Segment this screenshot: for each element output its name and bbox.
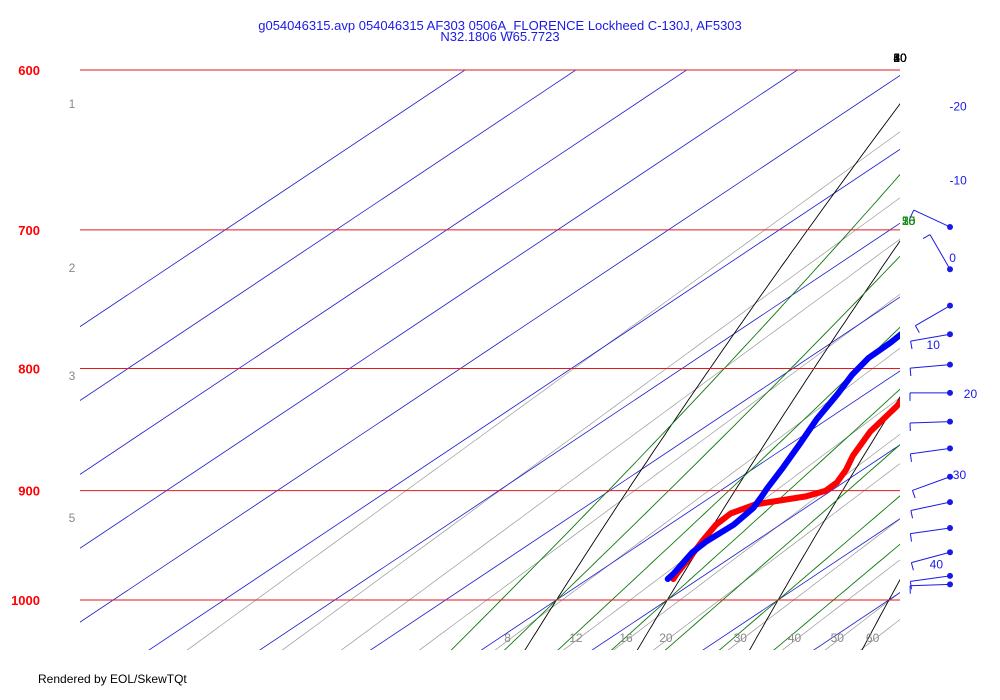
dry-adiabat-label: 40 <box>893 51 907 65</box>
dry-adiabat-line <box>524 103 900 650</box>
wind-barb-staff <box>910 364 951 369</box>
pressure-label: 900 <box>18 484 40 499</box>
wind-barb-feather <box>922 234 931 239</box>
mixing-ratio-line <box>613 433 900 650</box>
moist-adiabat-label: 35 <box>902 214 916 228</box>
wind-barb-staff <box>915 305 951 327</box>
wind-barb-feather <box>911 490 916 499</box>
wind-barb-staff <box>913 209 951 228</box>
wind-barb-feather <box>909 533 912 542</box>
pressure-label: 700 <box>18 223 40 238</box>
isotherm-label: -10 <box>949 173 967 187</box>
mixing-ratio-line <box>781 559 900 650</box>
isotherm-line <box>80 70 688 475</box>
dry-adiabat-label: 30 <box>893 51 907 65</box>
wind-barb-staff <box>910 421 951 424</box>
isotherm-label: 20 <box>964 387 978 401</box>
moist-adiabat-line <box>557 326 900 650</box>
wind-barb-staff <box>910 527 951 535</box>
mixing-ratio-label: 3 <box>69 369 76 383</box>
mixing-ratio-line <box>727 518 900 650</box>
isotherm-label: 0 <box>949 251 956 265</box>
wind-barb-staff <box>910 447 951 455</box>
mixing-ratio-label: 16 <box>619 631 633 645</box>
wind-barb-staff <box>910 575 951 582</box>
dry-adiabat-label: 60 <box>893 51 907 65</box>
dry-adiabat-line <box>749 396 900 650</box>
wind-barb-staff <box>910 583 951 587</box>
wind-barb-feather <box>909 368 912 377</box>
isotherm-label: 10 <box>927 338 941 352</box>
dry-adiabat-label: 10 <box>893 51 907 65</box>
mixing-ratio-label: 20 <box>659 631 673 645</box>
isotherm-label: -20 <box>949 100 967 114</box>
isotherm-label: 30 <box>953 468 967 482</box>
isotherm-line <box>480 370 900 650</box>
isotherm-line <box>591 444 900 650</box>
isotherm-line <box>80 70 577 401</box>
wind-barb-feather <box>910 510 914 519</box>
moist-adiabat-label: 5 <box>902 214 909 228</box>
moist-adiabat-line <box>450 173 900 650</box>
chart-title: g054046315.avp 054046315 AF303 0506A_FLO… <box>258 18 742 33</box>
dry-adiabat-line <box>861 578 900 650</box>
mixing-ratio-label: 8 <box>504 631 511 645</box>
mixing-ratio-line <box>186 131 900 650</box>
dry-adiabat-label: 50 <box>893 51 907 65</box>
pressure-label: 600 <box>18 63 40 78</box>
mixing-ratio-label: 40 <box>788 631 802 645</box>
isotherm-line <box>259 222 900 650</box>
wind-barb-feather <box>910 341 913 350</box>
moist-adiabat-label: 15 <box>902 214 916 228</box>
mixing-ratio-line <box>340 238 900 650</box>
chart-subtitle: N32.1806 W65.7723 <box>440 29 560 44</box>
pressure-label: 800 <box>18 361 40 376</box>
isotherm-label: 40 <box>930 557 944 571</box>
moist-adiabat-line <box>610 388 900 650</box>
mixing-ratio-label: 30 <box>734 631 748 645</box>
mixing-ratio-label: 5 <box>69 511 76 525</box>
moist-adiabat-line <box>664 444 900 650</box>
mixing-ratio-line <box>562 397 900 650</box>
dry-adiabat-line <box>636 240 900 650</box>
mixing-ratio-label: 1 <box>69 97 76 111</box>
wind-barb-feather <box>910 562 914 571</box>
wind-barb-staff <box>910 333 951 342</box>
dewpoint-trace <box>664 331 900 582</box>
wind-barb-feather <box>914 325 920 333</box>
wind-barb-staff <box>912 476 951 491</box>
mixing-ratio-line <box>418 293 900 650</box>
footer-credit: Rendered by EOL/SkewTQt <box>38 672 187 686</box>
mixing-ratio-label: 60 <box>866 631 880 645</box>
temperature-trace <box>670 397 900 582</box>
mixing-ratio-line <box>281 197 900 650</box>
moist-adiabat-label: 20 <box>902 214 916 228</box>
isotherm-line <box>80 74 900 623</box>
isotherm-line <box>80 70 799 549</box>
mixing-ratio-line <box>859 619 900 650</box>
moist-adiabat-label: 25 <box>902 214 916 228</box>
wind-barb-staff <box>911 551 951 564</box>
pressure-label: 1000 <box>11 593 40 608</box>
mixing-ratio-label: 50 <box>831 631 845 645</box>
isotherm-line <box>80 70 466 328</box>
mixing-ratio-line <box>653 463 900 650</box>
moist-adiabat-line <box>718 495 900 650</box>
moist-adiabat-label: 10 <box>902 214 916 228</box>
wind-barb-staff <box>929 234 951 270</box>
moist-adiabat-line <box>773 543 900 650</box>
wind-barb-feather <box>909 453 912 462</box>
isotherm-line <box>702 518 900 650</box>
isotherm-line <box>369 296 900 650</box>
mixing-ratio-label: 12 <box>569 631 583 645</box>
wind-barb-feather <box>909 209 915 218</box>
moist-adiabat-label: 30 <box>902 214 916 228</box>
wind-barb-staff <box>910 501 951 511</box>
moist-adiabat-line <box>503 255 900 650</box>
isotherm-line <box>148 148 900 650</box>
dry-adiabat-label: 20 <box>893 51 907 65</box>
mixing-ratio-label: 2 <box>69 261 76 275</box>
